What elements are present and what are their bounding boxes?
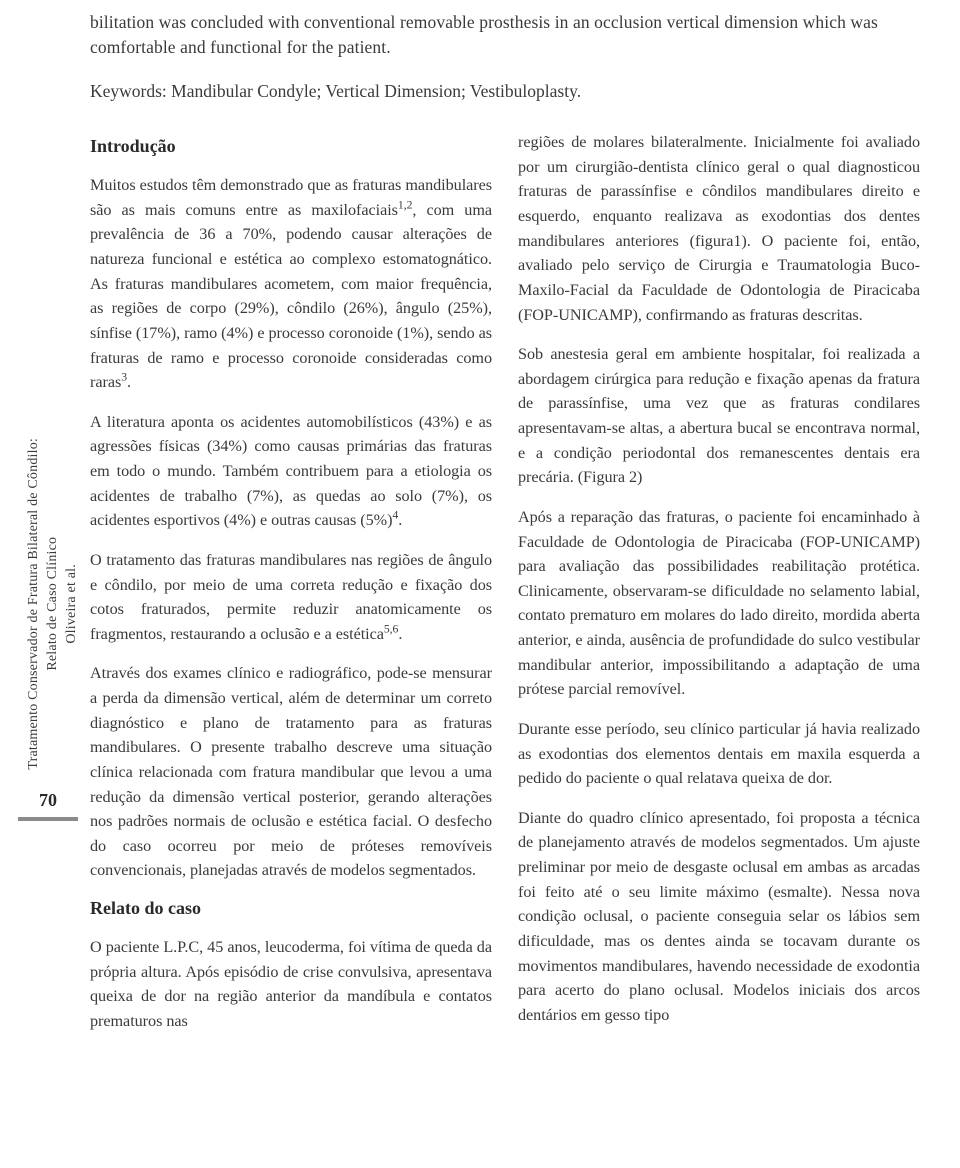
sidebar-text: Tratamento Conservador de Fratura Bilate… <box>25 438 82 770</box>
two-column-body: Introdução Muitos estudos têm demonstrad… <box>90 130 920 1048</box>
heading-relato: Relato do caso <box>90 898 492 919</box>
intro-paragraph-3: O tratamento das fraturas mandibulares n… <box>90 548 492 647</box>
intro-p3-text-a: O tratamento das fraturas mandibulares n… <box>90 551 492 643</box>
citation-5-6: 5,6 <box>384 622 398 635</box>
page-number: 70 <box>18 790 78 815</box>
relato-paragraph-1: O paciente L.P.C, 45 anos, leucoderma, f… <box>90 935 492 1034</box>
intro-p1-text-b: , com uma prevalência de 36 a 70%, poden… <box>90 201 492 391</box>
intro-p1-text-c: . <box>127 373 131 391</box>
intro-p3-text-b: . <box>398 625 402 643</box>
right-column: regiões de molares bilateralmente. Inici… <box>518 130 920 1048</box>
heading-introducao: Introdução <box>90 136 492 157</box>
page-number-block: 70 <box>18 790 78 821</box>
intro-p2-text-a: A literatura aponta os acidentes automob… <box>90 413 492 530</box>
right-paragraph-5: Diante do quadro clínico apresentado, fo… <box>518 806 920 1028</box>
citation-1-2: 1,2 <box>398 198 412 211</box>
intro-paragraph-2: A literatura aponta os acidentes automob… <box>90 410 492 533</box>
intro-p2-text-b: . <box>398 511 402 529</box>
right-paragraph-3: Após a reparação das fraturas, o pacient… <box>518 505 920 702</box>
intro-paragraph-4: Através dos exames clínico e radiográfic… <box>90 661 492 883</box>
right-paragraph-1: regiões de molares bilateralmente. Inici… <box>518 130 920 327</box>
right-paragraph-2: Sob anestesia geral em ambiente hospital… <box>518 342 920 490</box>
sidebar-running-head: Tratamento Conservador de Fratura Bilate… <box>18 350 88 770</box>
left-column: Introdução Muitos estudos têm demonstrad… <box>90 130 492 1048</box>
page-number-rule <box>18 817 78 821</box>
sidebar-title-line1: Tratamento Conservador de Fratura Bilate… <box>26 438 41 770</box>
intro-paragraph-1: Muitos estudos têm demonstrado que as fr… <box>90 173 492 395</box>
keywords-line: Keywords: Mandibular Condyle; Vertical D… <box>90 79 920 104</box>
sidebar-authors: Oliveira et al. <box>63 564 78 644</box>
sidebar-title-line2: Relato de Caso Clínico <box>45 537 60 671</box>
abstract-continuation: bilitation was concluded with convention… <box>90 10 920 61</box>
right-paragraph-4: Durante esse período, seu clínico partic… <box>518 717 920 791</box>
